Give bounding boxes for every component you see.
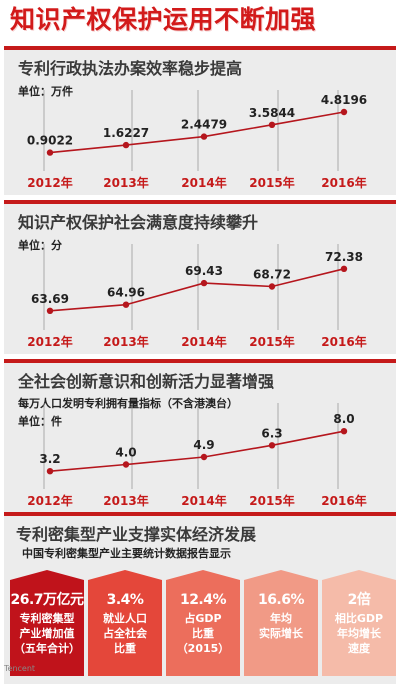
stat-value: 12.4% [179, 592, 227, 608]
chart-3-svg: 3.2 2012年 4.0 2013年 4.9 2014年 6.3 2015年 8.0 2016年 [27, 403, 367, 508]
stat-card-annual-growth: 16.6% 年均 实际增长 [244, 570, 318, 676]
x-tick-label: 2016年 [321, 334, 366, 349]
data-label: 69.43 [185, 264, 223, 278]
data-point [268, 442, 276, 449]
x-tick-label: 2012年 [27, 334, 72, 349]
chart-title-3: 全社会创新意识和创新活力显著增强 [18, 372, 275, 391]
stat-card-added-value: 26.7万亿元 专利密集型 产业增加值 （五年合计） [10, 570, 84, 676]
chart-panel-3: 全社会创新意识和创新活力显著增强 每万人口发明专利拥有量指标（不含港澳台） 单位… [4, 359, 396, 513]
x-tick-label: 2012年 [27, 493, 72, 508]
watermark: Tencent [4, 664, 36, 673]
data-label: 4.0 [115, 446, 136, 460]
stat-description: 就业人口 占全社会 比重 [103, 612, 147, 655]
stats-subtitle: 中国专利密集型产业主要统计数据报告显示 [22, 547, 231, 560]
chart-2-svg: 63.69 2012年 64.96 2013年 69.43 2014年 68.72 2015年… [27, 244, 367, 349]
data-point [122, 301, 130, 308]
data-point [268, 121, 276, 128]
chart-panel-2: 知识产权保护社会满意度持续攀升 单位：分 63.69 2012年 64.96 2013… [4, 200, 396, 354]
data-label: 6.3 [261, 426, 282, 440]
data-label: 72.38 [325, 250, 363, 264]
stat-description: 专利密集型 产业增加值 （五年合计） [14, 612, 80, 655]
data-label: 4.8196 [321, 93, 367, 107]
data-point [340, 108, 348, 116]
chart-1-svg: 0.9022 2012年 1.6227 2013年 2.4479 2014年 3.5844 2… [27, 90, 367, 190]
data-label: 63.69 [31, 292, 69, 306]
x-tick-label: 2014年 [181, 175, 226, 190]
data-point [200, 279, 208, 287]
stat-value: 26.7万亿元 [10, 592, 84, 608]
x-tick-label: 2015年 [249, 175, 294, 190]
x-tick-label: 2014年 [181, 493, 226, 508]
data-label: 3.2 [39, 452, 60, 466]
chart-unit-1: 单位：万件 [18, 85, 73, 98]
stat-description: 年均 实际增长 [259, 612, 303, 640]
x-tick-label: 2016年 [321, 175, 366, 190]
stats-title: 专利密集型产业支撑实体经济发展 [16, 525, 257, 544]
x-tick-label: 2012年 [27, 175, 72, 190]
data-label: 3.5844 [249, 106, 295, 120]
stat-description: 相比GDP 年均增长 速度 [334, 612, 384, 655]
data-label: 4.9 [193, 438, 214, 452]
x-tick-label: 2013年 [103, 175, 148, 190]
stat-card-employment: 3.4% 就业人口 占全社会 比重 [88, 570, 162, 676]
data-label: 1.6227 [103, 126, 149, 140]
x-tick-label: 2015年 [249, 493, 294, 508]
x-tick-label: 2015年 [249, 334, 294, 349]
x-tick-label: 2014年 [181, 334, 226, 349]
data-point [122, 461, 130, 468]
x-tick-label: 2016年 [321, 493, 366, 508]
data-label: 68.72 [253, 268, 291, 282]
chart-unit-2: 单位：分 [18, 239, 62, 252]
stat-description: 占GDP 比重 （2015） [176, 612, 230, 655]
x-tick-label: 2013年 [103, 334, 148, 349]
data-point [46, 468, 54, 475]
data-point [268, 283, 276, 290]
chart-unit-3: 单位：件 [18, 415, 62, 428]
data-label: 8.0 [333, 412, 354, 426]
stat-value: 16.6% [257, 592, 305, 608]
data-point [122, 141, 130, 149]
chart-panel-1: 专利行政执法办案效率稳步提高 单位：万件 0.9022 2012年 1.6227 20… [4, 46, 396, 195]
data-point [46, 307, 54, 314]
data-label: 64.96 [107, 286, 145, 300]
chart-title-1: 专利行政执法办案效率稳步提高 [18, 59, 243, 78]
stat-value: 3.4% [106, 592, 144, 608]
stat-card-growth-multiple: 2倍 相比GDP 年均增长 速度 [322, 570, 396, 676]
data-point [200, 133, 208, 140]
data-point [200, 453, 208, 461]
stat-value: 2倍 [347, 592, 371, 608]
data-label: 2.4479 [181, 118, 227, 132]
chart-subtitle-3: 每万人口发明专利拥有量指标（不含港澳台） [18, 397, 238, 410]
x-tick-label: 2013年 [103, 493, 148, 508]
data-point [340, 265, 348, 272]
stat-card-gdp-share: 12.4% 占GDP 比重 （2015） [166, 570, 240, 676]
page-title: 知识产权保护运用不断加强 [10, 5, 317, 34]
data-point [340, 428, 348, 435]
data-point [46, 149, 54, 156]
chart-title-2: 知识产权保护社会满意度持续攀升 [18, 213, 259, 232]
data-label: 0.9022 [27, 134, 73, 148]
